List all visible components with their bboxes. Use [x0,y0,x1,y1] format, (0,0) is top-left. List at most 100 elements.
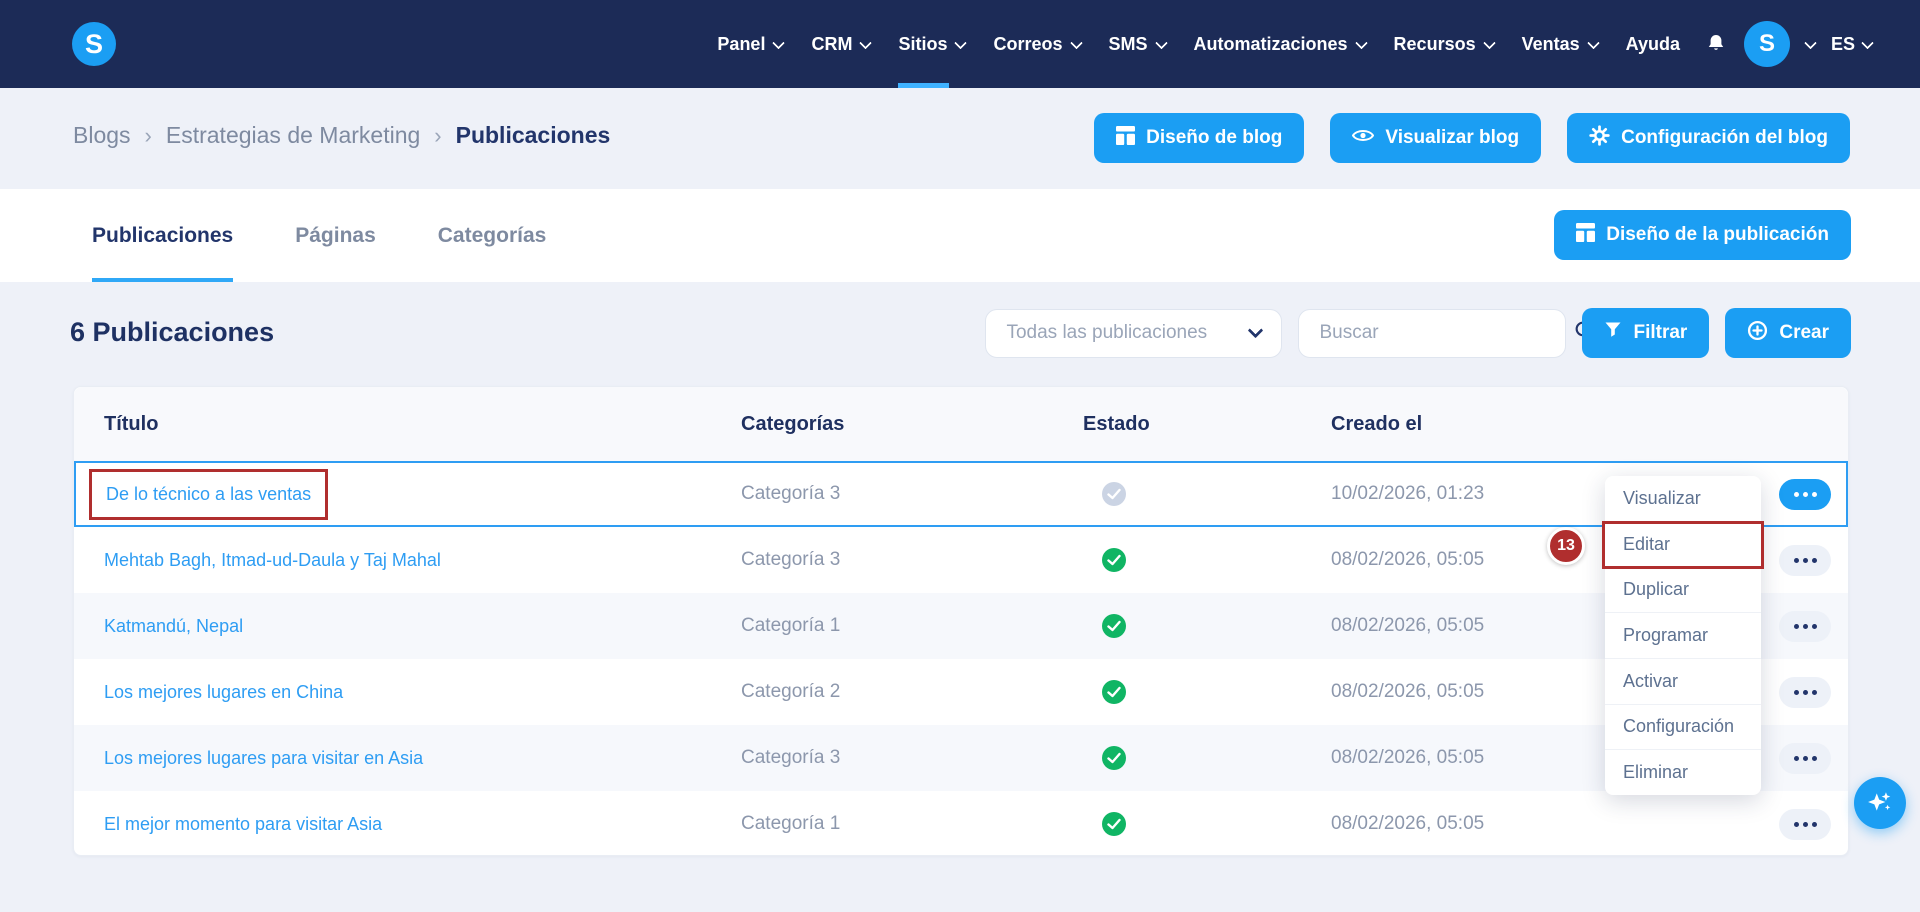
nav-item-correos[interactable]: Correos [993,0,1083,88]
menu-item-editar[interactable]: Editar [1605,520,1761,567]
gear-icon [1589,124,1610,152]
language-label: ES [1830,33,1855,54]
row-actions-button[interactable] [1779,610,1831,642]
menu-item-configuracion[interactable]: Configuración [1605,703,1761,750]
nav-item-label: Automatizaciones [1193,33,1348,54]
plus-circle-icon [1747,320,1768,347]
post-title-link[interactable]: Los mejores lugares en China [104,681,344,702]
column-header-categories: Categorías [741,412,845,435]
chevron-down-icon [1154,36,1168,49]
nav-item-sms[interactable]: SMS [1109,0,1168,88]
breadcrumb: Blogs › Estrategias de Marketing › Publicaci… [73,122,610,149]
table-row[interactable]: Mehtab Bagh, Itmad-ud-Daula y Taj Mahal C… [74,527,1848,593]
status-draft-icon [1102,482,1126,506]
nav-item-ayuda[interactable]: Ayuda [1626,0,1680,88]
menu-item-eliminar[interactable]: Eliminar [1605,749,1761,795]
context-menu-items: Visualizar Editar Duplicar Programar Activar… [1605,476,1761,795]
avatar-chevron-down-icon[interactable] [1804,36,1817,49]
breadcrumb-separator: › [144,122,152,148]
menu-item-activar[interactable]: Activar [1605,657,1761,704]
posts-filter-dropdown[interactable]: Todas las publicaciones [985,308,1283,358]
nav-item-label: Ventas [1521,33,1580,54]
nav-item-label: Correos [993,33,1063,54]
status-published-icon [1102,548,1126,572]
chevron-down-icon [1861,36,1874,49]
row-actions-button[interactable] [1779,478,1831,510]
filter-label: Filtrar [1633,322,1688,343]
post-title-link[interactable]: El mejor momento para visitar Asia [104,813,383,834]
nav-item-recursos[interactable]: Recursos [1394,0,1496,88]
table-row[interactable]: El mejor momento para visitar Asia Catego… [74,791,1848,857]
search-input[interactable] [1319,322,1565,344]
preview-blog-button[interactable]: Visualizar blog [1330,113,1542,163]
post-category: Categoría 3 [741,747,841,768]
column-header-created: Creado el [1331,412,1423,435]
tabs: Publicaciones Páginas Categorías [92,189,546,282]
chevron-down-icon [1069,36,1083,49]
nav-item-ventas[interactable]: Ventas [1521,0,1600,88]
nav-item-automatizaciones[interactable]: Automatizaciones [1193,0,1368,88]
tab-categorias[interactable]: Categorías [437,223,547,247]
table-body: De lo técnico a las ventas Categoría 3 10/… [74,461,1848,857]
assistant-sparkle-button[interactable] [1854,777,1906,829]
table-row[interactable]: Los mejores lugares para visitar en Asia… [74,725,1848,791]
status-published-icon [1102,812,1126,836]
table-row[interactable]: Los mejores lugares en China Categoría 2 0… [74,659,1848,725]
nav-item-sitios[interactable]: Sitios [898,0,968,88]
menu-item-duplicar[interactable]: Duplicar [1605,566,1761,612]
tab-paginas[interactable]: Páginas [295,223,376,247]
post-category: Categoría 3 [741,549,841,570]
layout-icon [1576,222,1596,248]
breadcrumb-separator: › [434,122,442,148]
header-buttons: Diseño de blog Visualizar blog Configura… [1094,113,1850,163]
chevron-down-icon [954,36,968,49]
breadcrumb-item-blogs[interactable]: Blogs [73,122,131,148]
app-logo[interactable]: S [72,22,116,66]
notifications-bell-icon[interactable] [1704,32,1728,56]
table-row[interactable]: Katmandú, Nepal Categoría 1 08/02/2026, 05… [74,593,1848,659]
post-title-link[interactable]: Katmandú, Nepal [104,615,244,636]
status-published-icon [1102,746,1126,770]
table-header: Título Categorías Estado Creado el [74,387,1848,461]
post-created-date: 08/02/2026, 05:05 [1331,549,1485,570]
row-actions-button[interactable] [1779,808,1831,840]
page-title: 6 Publicaciones [70,317,275,347]
menu-item-programar[interactable]: Programar [1605,612,1761,658]
nav-item-panel[interactable]: Panel [717,0,786,88]
annotation-step-badge: 13 [1547,527,1585,565]
sparkle-icon [1867,789,1893,818]
column-header-title: Título [104,412,159,435]
create-button[interactable]: Crear [1725,308,1851,358]
filter-button[interactable]: Filtrar [1582,308,1710,358]
design-blog-button[interactable]: Diseño de blog [1094,113,1305,163]
menu-item-visualizar[interactable]: Visualizar [1623,487,1701,508]
user-avatar[interactable]: S [1743,21,1790,67]
post-created-date: 08/02/2026, 05:05 [1331,747,1485,768]
breadcrumb-item-estrategias-de-marketing[interactable]: Estrategias de Marketing [165,122,421,148]
row-actions-button[interactable] [1779,544,1831,576]
posts-filter-value: Todas las publicaciones [1006,322,1208,343]
post-created-date: 10/02/2026, 01:23 [1331,483,1485,504]
post-title-link[interactable]: De lo técnico a las ventas [106,483,312,504]
row-actions-button[interactable] [1779,742,1831,774]
post-category: Categoría 1 [741,615,841,636]
post-category: Categoría 2 [741,681,841,702]
post-title-link[interactable]: Mehtab Bagh, Itmad-ud-Daula y Taj Mahal [104,549,441,570]
funnel-icon [1604,321,1622,345]
nav-item-label: Ayuda [1625,33,1680,54]
post-title-link[interactable]: Los mejores lugares para visitar en Asia [104,747,424,768]
tab-publicaciones[interactable]: Publicaciones [92,189,234,282]
preview-blog-label: Visualizar blog [1385,127,1520,148]
nav-item-crm[interactable]: CRM [811,0,873,88]
language-selector[interactable]: ES [1830,33,1874,55]
row-actions-button[interactable] [1779,676,1831,708]
post-created-date: 08/02/2026, 05:05 [1331,615,1485,636]
blog-settings-label: Configuración del blog [1621,127,1828,148]
chevron-down-icon [1354,36,1368,49]
table-row[interactable]: De lo técnico a las ventas Categoría 3 10/… [74,461,1848,527]
blog-settings-button[interactable]: Configuración del blog [1567,113,1850,163]
post-created-date: 08/02/2026, 05:05 [1331,813,1485,834]
breadcrumb-item-publicaciones: Publicaciones [455,122,611,148]
chevron-down-icon [1586,36,1600,49]
post-design-button[interactable]: Diseño de la publicación [1554,210,1851,260]
